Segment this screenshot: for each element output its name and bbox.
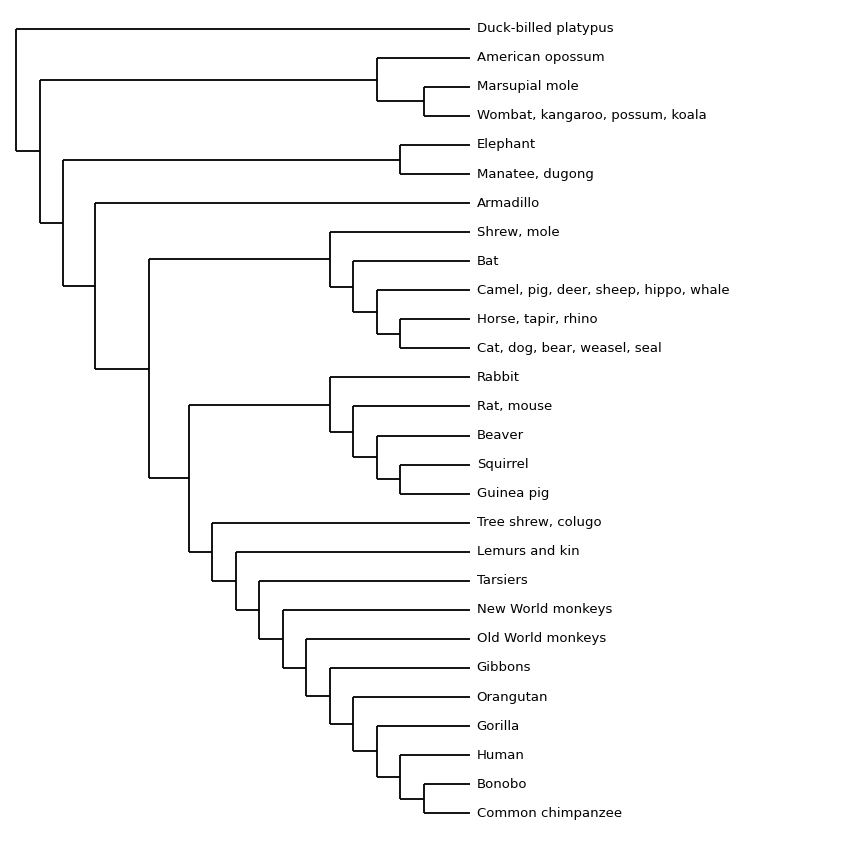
Text: Beaver: Beaver: [477, 429, 524, 442]
Text: Shrew, mole: Shrew, mole: [477, 226, 559, 238]
Text: Old World monkeys: Old World monkeys: [477, 632, 606, 646]
Text: Bat: Bat: [477, 254, 499, 268]
Text: Elephant: Elephant: [477, 138, 536, 152]
Text: Armadillo: Armadillo: [477, 196, 540, 210]
Text: Gorilla: Gorilla: [477, 720, 520, 733]
Text: Marsupial mole: Marsupial mole: [477, 80, 579, 93]
Text: Tarsiers: Tarsiers: [477, 574, 528, 588]
Text: Orangutan: Orangutan: [477, 690, 548, 704]
Text: Common chimpanzee: Common chimpanzee: [477, 807, 622, 820]
Text: Guinea pig: Guinea pig: [477, 488, 549, 500]
Text: Gibbons: Gibbons: [477, 662, 531, 674]
Text: Duck-billed platypus: Duck-billed platypus: [477, 22, 613, 35]
Text: Bonobo: Bonobo: [477, 778, 527, 791]
Text: Manatee, dugong: Manatee, dugong: [477, 168, 594, 180]
Text: New World monkeys: New World monkeys: [477, 604, 612, 616]
Text: Lemurs and kin: Lemurs and kin: [477, 546, 579, 558]
Text: Squirrel: Squirrel: [477, 458, 529, 471]
Text: Horse, tapir, rhino: Horse, tapir, rhino: [477, 313, 597, 326]
Text: Cat, dog, bear, weasel, seal: Cat, dog, bear, weasel, seal: [477, 342, 662, 354]
Text: Human: Human: [477, 749, 524, 762]
Text: Rat, mouse: Rat, mouse: [477, 400, 552, 413]
Text: American opossum: American opossum: [477, 51, 605, 64]
Text: Wombat, kangaroo, possum, koala: Wombat, kangaroo, possum, koala: [477, 109, 706, 122]
Text: Camel, pig, deer, sheep, hippo, whale: Camel, pig, deer, sheep, hippo, whale: [477, 284, 729, 296]
Text: Rabbit: Rabbit: [477, 371, 520, 384]
Text: Tree shrew, colugo: Tree shrew, colugo: [477, 516, 601, 529]
